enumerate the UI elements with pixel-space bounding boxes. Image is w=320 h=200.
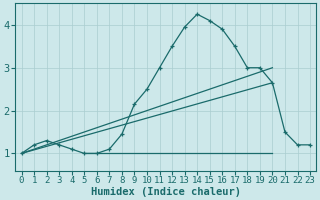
- X-axis label: Humidex (Indice chaleur): Humidex (Indice chaleur): [91, 186, 241, 197]
